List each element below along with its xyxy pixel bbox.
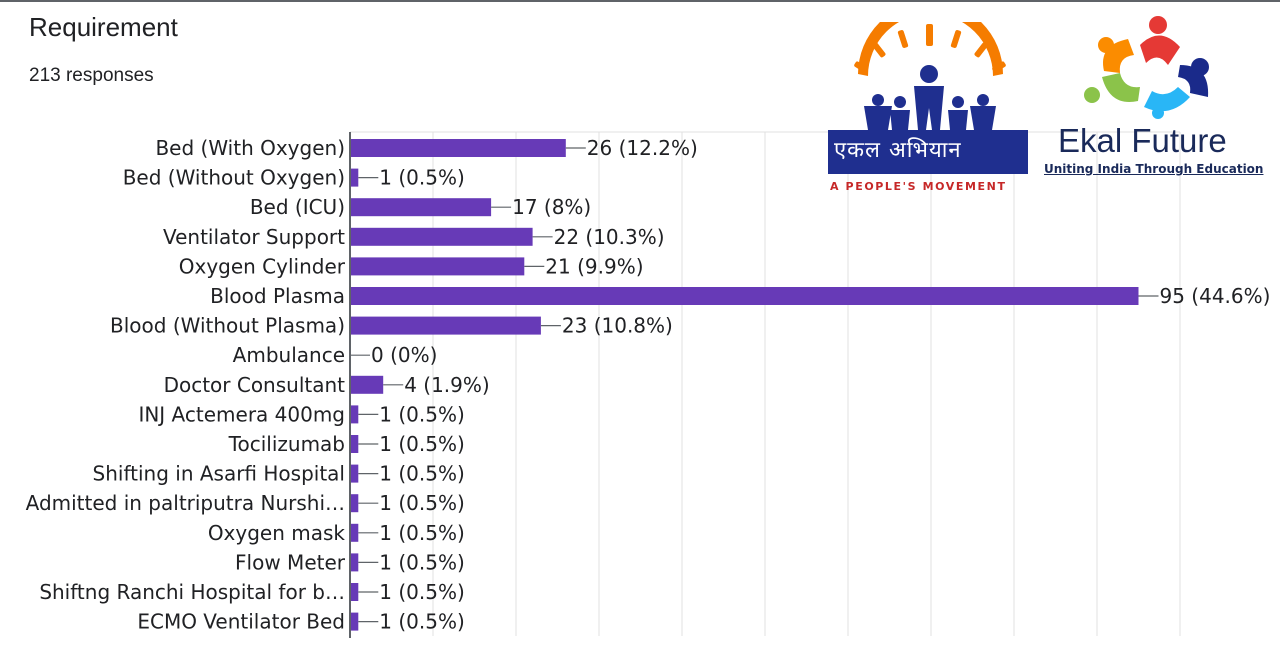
bar bbox=[350, 168, 359, 187]
value-label: 95 (44.6%) bbox=[1160, 284, 1271, 308]
top-border bbox=[0, 0, 1280, 2]
ekal-future-logo: Ekal Future Uniting India Through Educat… bbox=[1040, 15, 1264, 185]
category-label: Blood Plasma bbox=[210, 284, 345, 308]
category-label: ECMO Ventilator Bed bbox=[137, 610, 345, 634]
value-label: 1 (0.5%) bbox=[379, 521, 465, 545]
bar bbox=[350, 198, 492, 217]
category-label: Ventilator Support bbox=[163, 225, 345, 249]
value-label: 26 (12.2%) bbox=[587, 136, 698, 160]
category-label: Tocilizumab bbox=[228, 432, 345, 456]
chart-title: Requirement bbox=[29, 12, 178, 42]
value-label: 17 (8%) bbox=[512, 195, 591, 219]
bar bbox=[350, 405, 359, 424]
category-label: Bed (Without Oxygen) bbox=[123, 166, 345, 190]
value-label: 1 (0.5%) bbox=[379, 432, 465, 456]
logo-tagline: A PEOPLE'S MOVEMENT bbox=[830, 180, 1007, 193]
bar bbox=[350, 139, 566, 157]
bar bbox=[350, 316, 541, 335]
bar bbox=[350, 435, 359, 453]
value-label: 21 (9.9%) bbox=[545, 254, 643, 278]
category-label: Oxygen Cylinder bbox=[179, 254, 346, 278]
value-label: 1 (0.5%) bbox=[379, 491, 465, 515]
bar bbox=[350, 257, 525, 276]
people-circle-icon bbox=[1084, 16, 1209, 119]
value-label: 0 (0%) bbox=[371, 343, 437, 367]
value-label: 22 (10.3%) bbox=[554, 225, 665, 249]
bar bbox=[350, 464, 359, 483]
value-label: 1 (0.5%) bbox=[379, 462, 465, 486]
value-label: 4 (1.9%) bbox=[404, 373, 490, 397]
category-label: Ambulance bbox=[233, 343, 345, 367]
bar bbox=[350, 375, 384, 394]
category-label: Admitted in paltriputra Nurshi… bbox=[26, 491, 345, 515]
bar bbox=[350, 227, 533, 246]
category-label: INJ Actemera 400mg bbox=[138, 402, 345, 426]
logo-hindi-text: एकल अभियान bbox=[834, 138, 962, 163]
logo-banner bbox=[828, 130, 1028, 174]
bar bbox=[350, 553, 359, 572]
category-label: Shifting in Asarfi Hospital bbox=[93, 462, 345, 486]
category-label: Blood (Without Plasma) bbox=[110, 314, 345, 338]
logo-tagline: Uniting India Through Education bbox=[1044, 162, 1264, 176]
ekal-abhiyan-logo: एकल अभियान A PEOPLE'S MOVEMENT bbox=[828, 1, 1033, 193]
bar bbox=[350, 612, 359, 631]
logo-name: Ekal Future bbox=[1058, 122, 1227, 159]
bar bbox=[350, 583, 359, 601]
category-label: Doctor Consultant bbox=[164, 373, 346, 397]
value-label: 1 (0.5%) bbox=[379, 550, 465, 574]
value-label: 1 (0.5%) bbox=[379, 580, 465, 604]
category-label: Oxygen mask bbox=[208, 521, 346, 545]
value-label: 1 (0.5%) bbox=[379, 402, 465, 426]
category-label: Shiftng Ranchi Hospital for b… bbox=[39, 580, 345, 604]
bar bbox=[350, 494, 359, 513]
value-label: 1 (0.5%) bbox=[379, 166, 465, 190]
category-label: Flow Meter bbox=[235, 550, 346, 574]
bar bbox=[350, 287, 1139, 305]
response-count: 213 responses bbox=[29, 65, 154, 86]
bar bbox=[350, 523, 359, 542]
category-label: Bed (With Oxygen) bbox=[155, 136, 345, 160]
value-label: 1 (0.5%) bbox=[379, 610, 465, 634]
sun-family-icon bbox=[854, 1, 1006, 130]
category-label: Bed (ICU) bbox=[250, 195, 345, 219]
value-label: 23 (10.8%) bbox=[562, 314, 673, 338]
